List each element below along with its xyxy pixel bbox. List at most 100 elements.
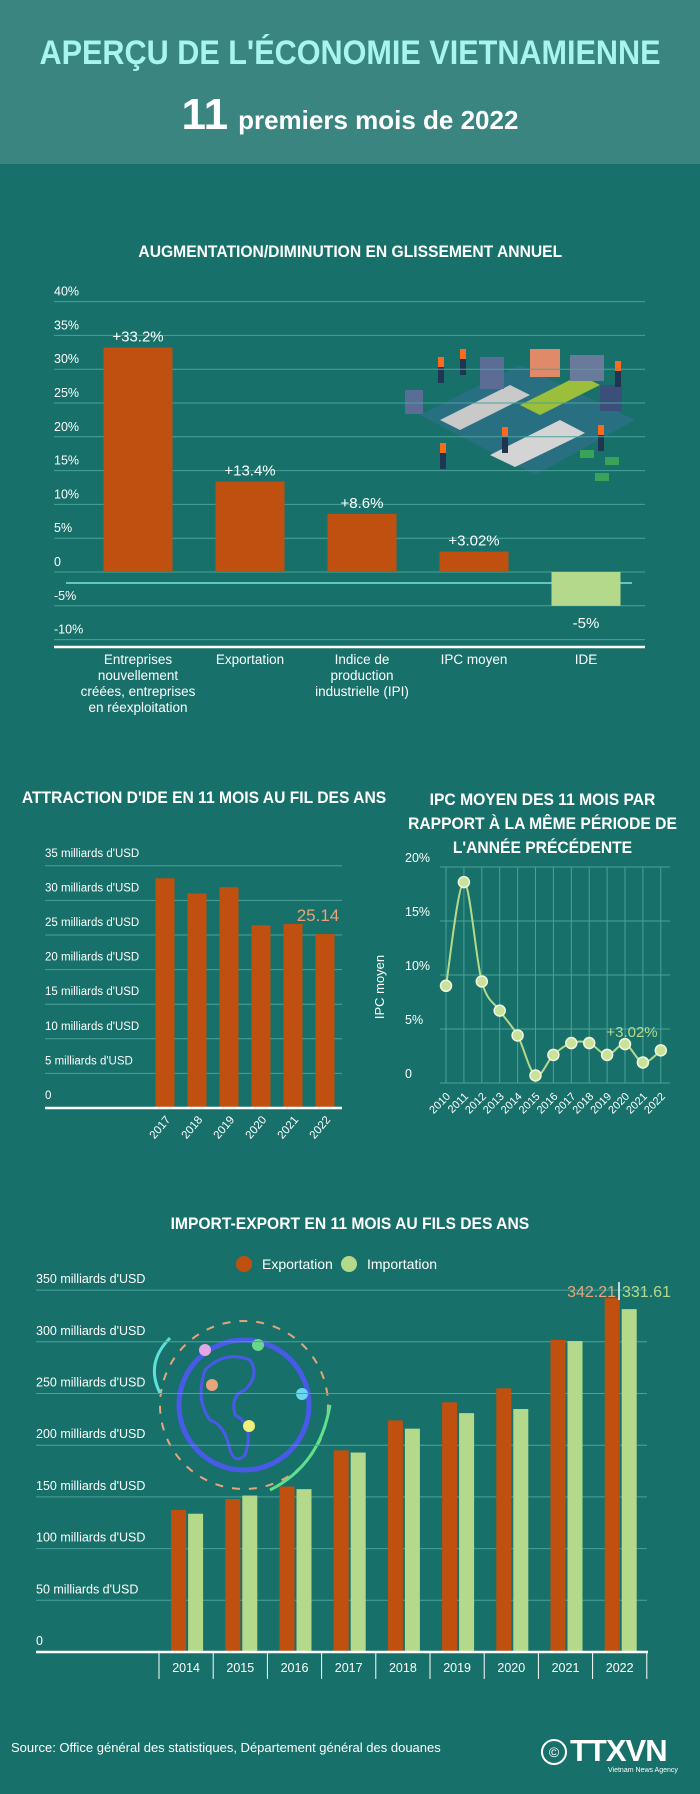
category-label: Indice de production industrielle (IPI) (315, 652, 409, 699)
bar (103, 347, 173, 572)
cpi-chart-title: IPC MOYEN DES 11 MOIS PAR RAPPORT À LA M… (408, 790, 677, 857)
y-tick-label: 40% (54, 285, 79, 299)
bar-export (225, 1498, 241, 1652)
y-tick-label: 10% (54, 487, 79, 501)
bar-import (188, 1513, 204, 1652)
subtitle-text: premiers mois de 2022 (238, 105, 519, 135)
bar (251, 925, 271, 1108)
bar (439, 551, 509, 572)
x-tick-label: 2018 (180, 1114, 206, 1141)
y-tick-label: 0 (45, 1090, 51, 1102)
y-tick-label: 5% (405, 1013, 423, 1027)
y-axis-label: IPC moyen (372, 955, 387, 1019)
bar (187, 893, 207, 1108)
bar-value-label: +8.6% (341, 495, 384, 512)
data-point (493, 1004, 506, 1017)
y-tick-label: 35 milliards d'USD (45, 848, 139, 860)
data-point (618, 1037, 632, 1051)
x-tick-label: 2021 (552, 1661, 580, 1675)
category-label: Entreprises nouvellement créées, entrepr… (80, 652, 196, 715)
x-tick-label: 2022 (606, 1661, 634, 1675)
y-tick-label: 350 milliards d'USD (36, 1272, 145, 1286)
bar-value-label: +13.4% (224, 462, 275, 479)
legend-export-label: Exportation (262, 1256, 333, 1272)
bar-export (171, 1509, 187, 1652)
bar-value-label: -5% (573, 615, 600, 632)
y-tick-label: -10% (54, 623, 83, 637)
y-tick-label: 10% (405, 959, 430, 973)
data-point (582, 1036, 596, 1050)
bar-export (279, 1486, 295, 1652)
y-tick-label: 25% (54, 386, 79, 400)
y-tick-label: 30 milliards d'USD (45, 882, 139, 894)
logo-tagline: Vietnam News Agency (608, 1767, 678, 1774)
legend-import-label: Importation (367, 1256, 438, 1272)
x-tick-label: 2021 (276, 1114, 302, 1141)
category-label: Exportation (215, 652, 285, 667)
data-point (439, 979, 453, 993)
bar (215, 481, 285, 572)
bar-import (459, 1413, 475, 1652)
y-tick-label: 15% (54, 454, 79, 468)
bar-value-label: +33.2% (112, 329, 163, 346)
y-tick-label: 5% (54, 521, 72, 535)
x-tick-label: 2016 (281, 1661, 309, 1675)
bar-import (242, 1495, 258, 1652)
bar-export (442, 1402, 458, 1652)
bar-export (550, 1339, 566, 1652)
data-point (457, 875, 471, 889)
subtitle-number: 11 (181, 90, 229, 139)
bar-import (513, 1409, 529, 1652)
data-point (600, 1048, 614, 1062)
highlight-value-label: 25.14 (297, 906, 340, 925)
y-tick-label: 250 milliards d'USD (36, 1376, 145, 1390)
bar (327, 513, 397, 572)
x-tick-label: 2017 (335, 1661, 363, 1675)
trade-chart: 0 50 milliards d'USD 100 milliards d'USD 15… (36, 1272, 671, 1679)
bar-value-label: +3.02% (448, 533, 499, 550)
y-tick-label: 30% (54, 352, 79, 366)
source-note: Source: Office général des statistiques,… (11, 1740, 441, 1755)
bar-export (387, 1420, 403, 1652)
data-point (565, 1036, 578, 1050)
page-subtitle: 11 premiers mois de 2022 (0, 90, 700, 140)
x-tick-label: 2019 (443, 1661, 471, 1675)
y-tick-label: 50 milliards d'USD (36, 1582, 138, 1596)
y-tick-label: 20 milliards d'USD (45, 952, 139, 964)
export-highlight-label: 342.21 (567, 1284, 616, 1301)
category-label: IDE (574, 652, 598, 667)
bar (315, 934, 335, 1108)
import-highlight-label: 331.61 (622, 1284, 671, 1301)
y-tick-label: 0 (36, 1634, 43, 1648)
highlight-value-label: +3.02% (606, 1024, 657, 1041)
bar-import (404, 1428, 420, 1652)
bar-import (350, 1452, 366, 1652)
bar (283, 923, 303, 1108)
data-point (529, 1069, 542, 1082)
x-tick-label: 2014 (172, 1661, 200, 1675)
y-tick-label: 20% (54, 420, 79, 434)
x-tick-label: 2020 (497, 1661, 525, 1675)
x-tick-label: 2019 (212, 1114, 238, 1141)
x-tick-label: 2022 (642, 1091, 668, 1117)
y-tick-label: 200 milliards d'USD (36, 1427, 145, 1441)
category-label: IPC moyen (440, 652, 508, 667)
data-point (511, 1029, 524, 1042)
fdi-chart: 0 5 milliards d'USD 10 milliards d'USD 15 m… (45, 848, 342, 1142)
y-tick-label: 300 milliards d'USD (36, 1324, 145, 1338)
yoy-chart: 40% 35% 30% 25% 20% 15% 10% 5% 0 -5% -10% +33.2% +13… (54, 285, 645, 649)
legend-export-dot (236, 1256, 252, 1272)
globe-icon (152, 1320, 332, 1492)
legend-import-dot (341, 1256, 357, 1272)
bar-export (333, 1450, 349, 1652)
x-tick-label: 2017 (148, 1114, 174, 1141)
ttxvn-logo: TTXVN (570, 1733, 668, 1768)
bar-import (567, 1341, 583, 1652)
data-point (475, 975, 489, 988)
y-tick-label: 25 milliards d'USD (45, 917, 139, 929)
y-tick-label: -5% (54, 589, 76, 603)
y-tick-label: 10 milliards d'USD (45, 1021, 139, 1033)
bar (551, 572, 621, 606)
x-tick-label: 2022 (308, 1114, 334, 1141)
